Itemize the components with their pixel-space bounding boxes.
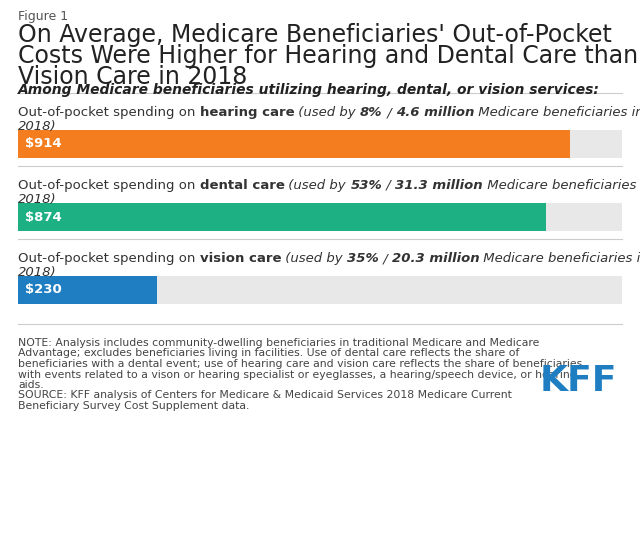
Text: beneficiaries with a dental event; use of hearing care and vision care reflects : beneficiaries with a dental event; use o… [18,359,582,369]
Text: $874: $874 [25,210,61,224]
Bar [18,203,546,231]
Text: Out-of-pocket spending on: Out-of-pocket spending on [18,252,200,265]
Text: with events related to a vison or hearing specialist or eyeglasses, a hearing/sp: with events related to a vison or hearin… [18,370,577,380]
Text: aids.: aids. [18,380,44,390]
Text: KFF: KFF [540,364,617,398]
Text: vision care: vision care [200,252,281,265]
Text: 31.3 million: 31.3 million [395,179,483,192]
Text: hearing care: hearing care [200,106,294,119]
Text: 20.3 million: 20.3 million [392,252,479,265]
Text: $914: $914 [25,137,61,151]
Text: Vision Care in 2018: Vision Care in 2018 [18,65,248,89]
Text: 35%: 35% [347,252,379,265]
Bar [18,276,622,304]
Text: (used by: (used by [281,252,347,265]
Text: /: / [382,179,395,192]
Text: Medicare beneficiaries in: Medicare beneficiaries in [483,179,640,192]
Text: NOTE: Analysis includes community-dwelling beneficiaries in traditional Medicare: NOTE: Analysis includes community-dwelli… [18,338,540,348]
Text: Medicare beneficiaries in: Medicare beneficiaries in [474,106,640,119]
Text: Figure 1: Figure 1 [18,10,68,23]
Text: Advantage; excludes beneficiaries living in facilities. Use of dental care refle: Advantage; excludes beneficiaries living… [18,349,520,358]
Text: 8%: 8% [360,106,383,119]
Text: Costs Were Higher for Hearing and Dental Care than: Costs Were Higher for Hearing and Dental… [18,44,638,68]
Text: 2018): 2018) [18,120,56,133]
Text: $230: $230 [25,284,61,296]
Text: 2018): 2018) [18,193,56,206]
Text: (used by: (used by [294,106,360,119]
Text: Beneficiary Survey Cost Supplement data.: Beneficiary Survey Cost Supplement data. [18,401,250,411]
Text: SOURCE: KFF analysis of Centers for Medicare & Medicaid Services 2018 Medicare C: SOURCE: KFF analysis of Centers for Medi… [18,390,512,400]
Text: (used by: (used by [285,179,350,192]
Text: Out-of-pocket spending on: Out-of-pocket spending on [18,106,200,119]
Bar [18,276,157,304]
Text: Medicare beneficiaries in: Medicare beneficiaries in [479,252,640,265]
Text: Among Medicare beneficiaries utilizing hearing, dental, or vision services:: Among Medicare beneficiaries utilizing h… [18,83,600,97]
Text: /: / [379,252,392,265]
Bar [18,203,622,231]
Text: 53%: 53% [350,179,382,192]
Bar [18,130,622,158]
Text: Out-of-pocket spending on: Out-of-pocket spending on [18,179,200,192]
Text: /: / [383,106,396,119]
Bar [18,130,570,158]
Text: 2018): 2018) [18,266,56,279]
Text: dental care: dental care [200,179,285,192]
Text: On Average, Medicare Beneficiaries' Out-of-Pocket: On Average, Medicare Beneficiaries' Out-… [18,23,612,47]
Text: 4.6 million: 4.6 million [396,106,474,119]
